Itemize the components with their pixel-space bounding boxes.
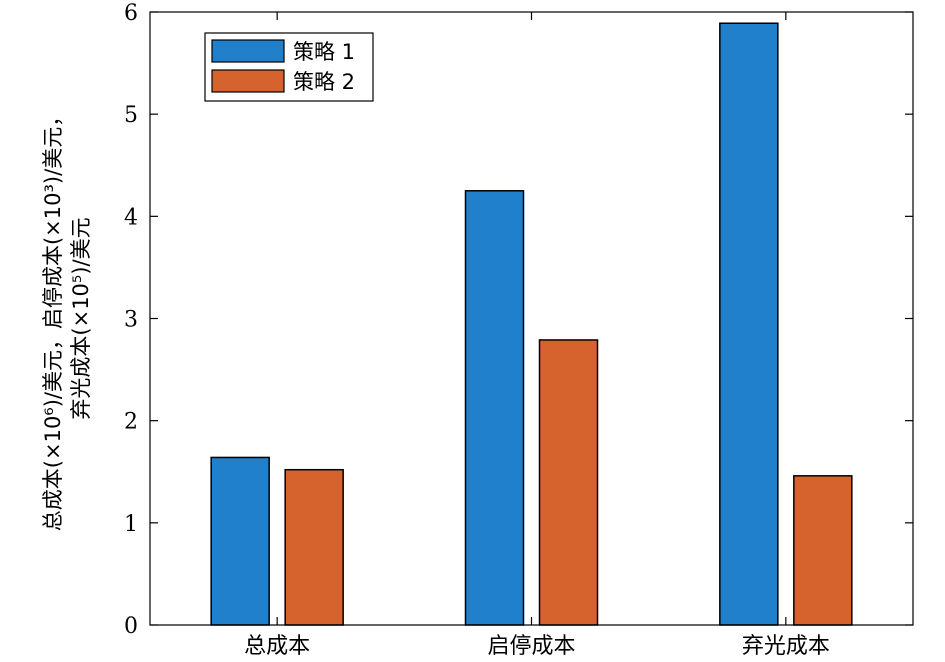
legend-entry-1: 策略 1 — [293, 40, 355, 64]
y-axis-label-line: 弃光成本(×10⁵)/美元 — [69, 217, 93, 419]
bars — [210, 22, 853, 626]
legend-entry-2: 策略 2 — [293, 70, 355, 94]
legend-swatch-1 — [211, 39, 285, 63]
y-tick-label: 1 — [124, 512, 138, 537]
y-tick-label: 6 — [124, 1, 138, 26]
x-category-label: 启停成本 — [487, 634, 575, 659]
bar-series2-2 — [538, 339, 599, 626]
y-tick-label: 3 — [124, 308, 138, 333]
bar-series1-3 — [719, 22, 779, 626]
y-axis-label: 总成本(×10⁶)/美元，启停成本(×10³)/美元， 弃光成本(×10⁵)/美元 — [41, 106, 93, 531]
plot-frame — [149, 11, 914, 626]
y-tick-label: 5 — [124, 103, 138, 128]
bar-series1-2 — [464, 190, 525, 626]
x-axis-categories: 总成本 启停成本 弃光成本 — [244, 12, 830, 659]
legend-swatch-2 — [211, 69, 285, 93]
bar-series2-1 — [284, 468, 344, 626]
y-tick-label: 0 — [124, 614, 138, 639]
x-category-label: 总成本 — [244, 634, 310, 659]
y-axis-label-line: 总成本(×10⁶)/美元，启停成本(×10³)/美元， — [41, 106, 65, 531]
legend: 策略 1 策略 2 — [204, 32, 374, 102]
y-tick-label: 2 — [124, 410, 138, 435]
bar-series1-1 — [210, 456, 270, 626]
y-tick-label: 4 — [124, 205, 138, 230]
x-category-label: 弃光成本 — [742, 634, 830, 659]
bar-series2-3 — [793, 475, 853, 626]
